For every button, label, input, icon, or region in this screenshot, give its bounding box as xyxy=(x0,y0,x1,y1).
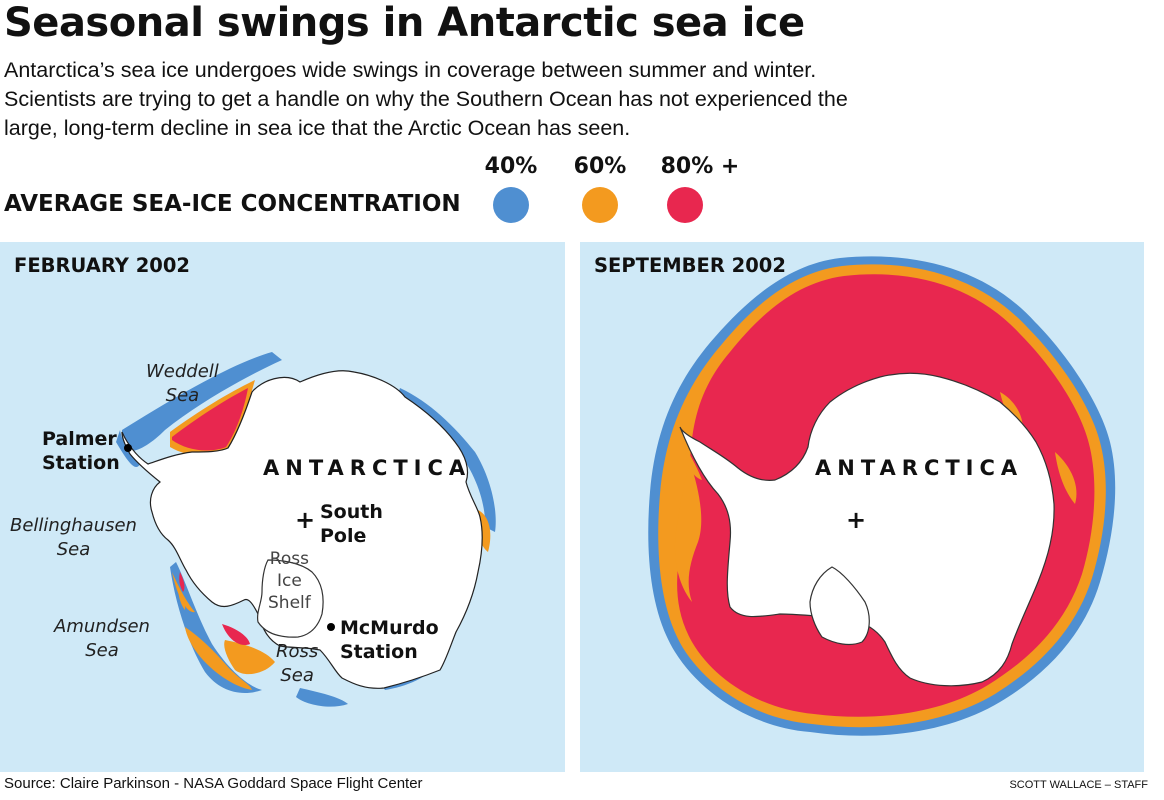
label-line: Palmer xyxy=(42,428,117,450)
label-line: Station xyxy=(340,641,418,663)
legend-swatch-blue xyxy=(493,187,529,223)
south-pole-marker: + xyxy=(846,506,867,534)
map-september: SEPTEMBER 2002 ANTARCTICA + xyxy=(580,242,1144,772)
map-february: FEBRUARY 2002 ANTARCTICA Weddell Sea Pal… xyxy=(0,242,565,772)
page-title: Seasonal swings in Antarctic sea ice xyxy=(4,0,805,46)
south-pole-label: South Pole xyxy=(320,500,383,548)
label-line: Bellinghausen xyxy=(10,515,137,536)
ross-sea-label: Ross Sea xyxy=(276,640,318,688)
panel-title-september: SEPTEMBER 2002 xyxy=(594,254,786,277)
ice-60-patch xyxy=(1055,452,1077,504)
legend-label: 80% + xyxy=(660,154,740,179)
label-line: South xyxy=(320,501,383,523)
label-line: Sea xyxy=(165,385,200,406)
continent-outline xyxy=(121,370,483,689)
label-line: Shelf xyxy=(268,593,311,613)
label-line: Amundsen xyxy=(54,616,150,637)
ice-80-regions xyxy=(172,388,250,646)
ross-ice-shelf-label: Ross Ice Shelf xyxy=(268,548,311,614)
intro-line: large, long-term decline in sea ice that… xyxy=(4,116,631,140)
ice-60-patch xyxy=(674,462,702,602)
south-pole-marker: + xyxy=(295,506,316,534)
label-line: Sea xyxy=(56,539,91,560)
legend-item-60: 60% xyxy=(571,154,629,223)
palmer-station-label: Palmer Station xyxy=(42,427,120,475)
label-line: McMurdo xyxy=(340,617,439,639)
label-line: Sea xyxy=(280,665,314,686)
weddell-sea-label: Weddell Sea xyxy=(146,360,219,408)
legend-swatch-red xyxy=(667,187,703,223)
continent-label: ANTARCTICA xyxy=(815,456,1024,480)
panel-title-february: FEBRUARY 2002 xyxy=(14,254,190,277)
mcmurdo-station-label: McMurdo Station xyxy=(340,616,439,664)
label-line: Pole xyxy=(320,525,367,547)
legend-swatch-orange xyxy=(582,187,618,223)
amundsen-sea-label: Amundsen Sea xyxy=(54,615,150,663)
ross-ice-shelf-outline xyxy=(809,566,870,646)
legend-title: AVERAGE SEA-ICE CONCENTRATION xyxy=(4,191,461,217)
intro-line: Scientists are trying to get a handle on… xyxy=(4,87,848,111)
label-line: Ross xyxy=(276,641,319,662)
continent-label: ANTARCTICA xyxy=(263,456,472,480)
ross-ice-shelf-outline xyxy=(256,559,324,638)
legend-item-80: 80% + xyxy=(655,154,745,223)
palmer-station-marker xyxy=(124,444,132,452)
label-line: Ross xyxy=(269,549,309,569)
label-line: Sea xyxy=(85,640,119,661)
continent-outline xyxy=(679,372,1055,687)
label-line: Ice xyxy=(276,571,302,591)
legend-label: 60% xyxy=(573,154,627,179)
intro-text: Antarctica’s sea ice undergoes wide swin… xyxy=(4,56,1004,143)
september-map-graphic xyxy=(648,256,1116,736)
ice-60-patch xyxy=(685,447,702,480)
february-map-graphic xyxy=(116,352,496,707)
label-line: Station xyxy=(42,452,120,474)
legend-label: 40% xyxy=(484,154,538,179)
intro-line: Antarctica’s sea ice undergoes wide swin… xyxy=(4,58,817,82)
legend-item-40: 40% xyxy=(482,154,540,223)
mcmurdo-station-marker xyxy=(327,623,335,631)
label-line: Weddell xyxy=(146,361,219,382)
bellingshausen-sea-label: Bellinghausen Sea xyxy=(10,514,137,562)
source-note: Source: Claire Parkinson - NASA Goddard … xyxy=(4,775,423,792)
credit-note: SCOTT WALLACE – STAFF xyxy=(1009,779,1148,791)
